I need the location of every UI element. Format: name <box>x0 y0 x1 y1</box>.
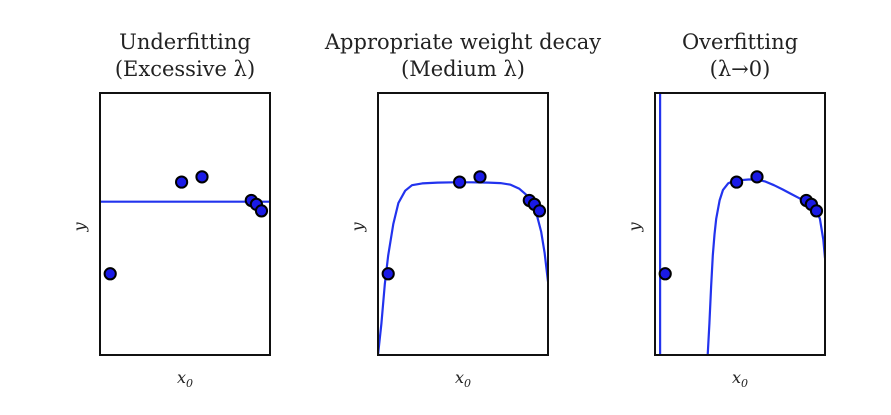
data-point <box>381 267 395 281</box>
plot-frame <box>99 92 271 356</box>
plot-frame <box>377 92 549 356</box>
data-point <box>195 170 209 184</box>
y-axis-label: y <box>625 222 644 233</box>
y-axis-label: y <box>70 222 89 233</box>
panel-title-line-1: Appropriate weight decay <box>324 30 601 54</box>
data-point <box>730 175 744 189</box>
data-point <box>254 204 269 218</box>
panel-2: Appropriate weight decay (Medium λ) x0 y <box>324 30 601 390</box>
x-axis-label: x0 <box>732 368 748 390</box>
panel-3: Overfitting (λ→0) x0 y <box>625 30 826 390</box>
y-axis-label: y <box>348 222 367 233</box>
x-axis-label: x0 <box>455 368 471 390</box>
panel-title-line-2: (λ→0) <box>710 57 771 81</box>
data-point <box>103 267 117 281</box>
data-point <box>809 204 824 218</box>
x-axis-label: x0 <box>177 368 193 390</box>
panel-title-line-2: (Excessive λ) <box>115 57 255 81</box>
plot-frame <box>654 92 826 356</box>
data-point <box>658 267 672 281</box>
data-point <box>473 170 487 184</box>
data-point <box>532 204 547 218</box>
panel-title-line-1: Overfitting <box>682 30 798 54</box>
panel-title-line-1: Underfitting <box>119 30 251 54</box>
data-point <box>175 175 189 189</box>
panel-title-line-2: (Medium λ) <box>401 57 525 81</box>
fitted-curve <box>378 181 548 355</box>
panel-1: Underfitting (Excessive λ) x0 y <box>70 30 271 390</box>
data-point <box>750 170 764 184</box>
data-point <box>453 175 467 189</box>
